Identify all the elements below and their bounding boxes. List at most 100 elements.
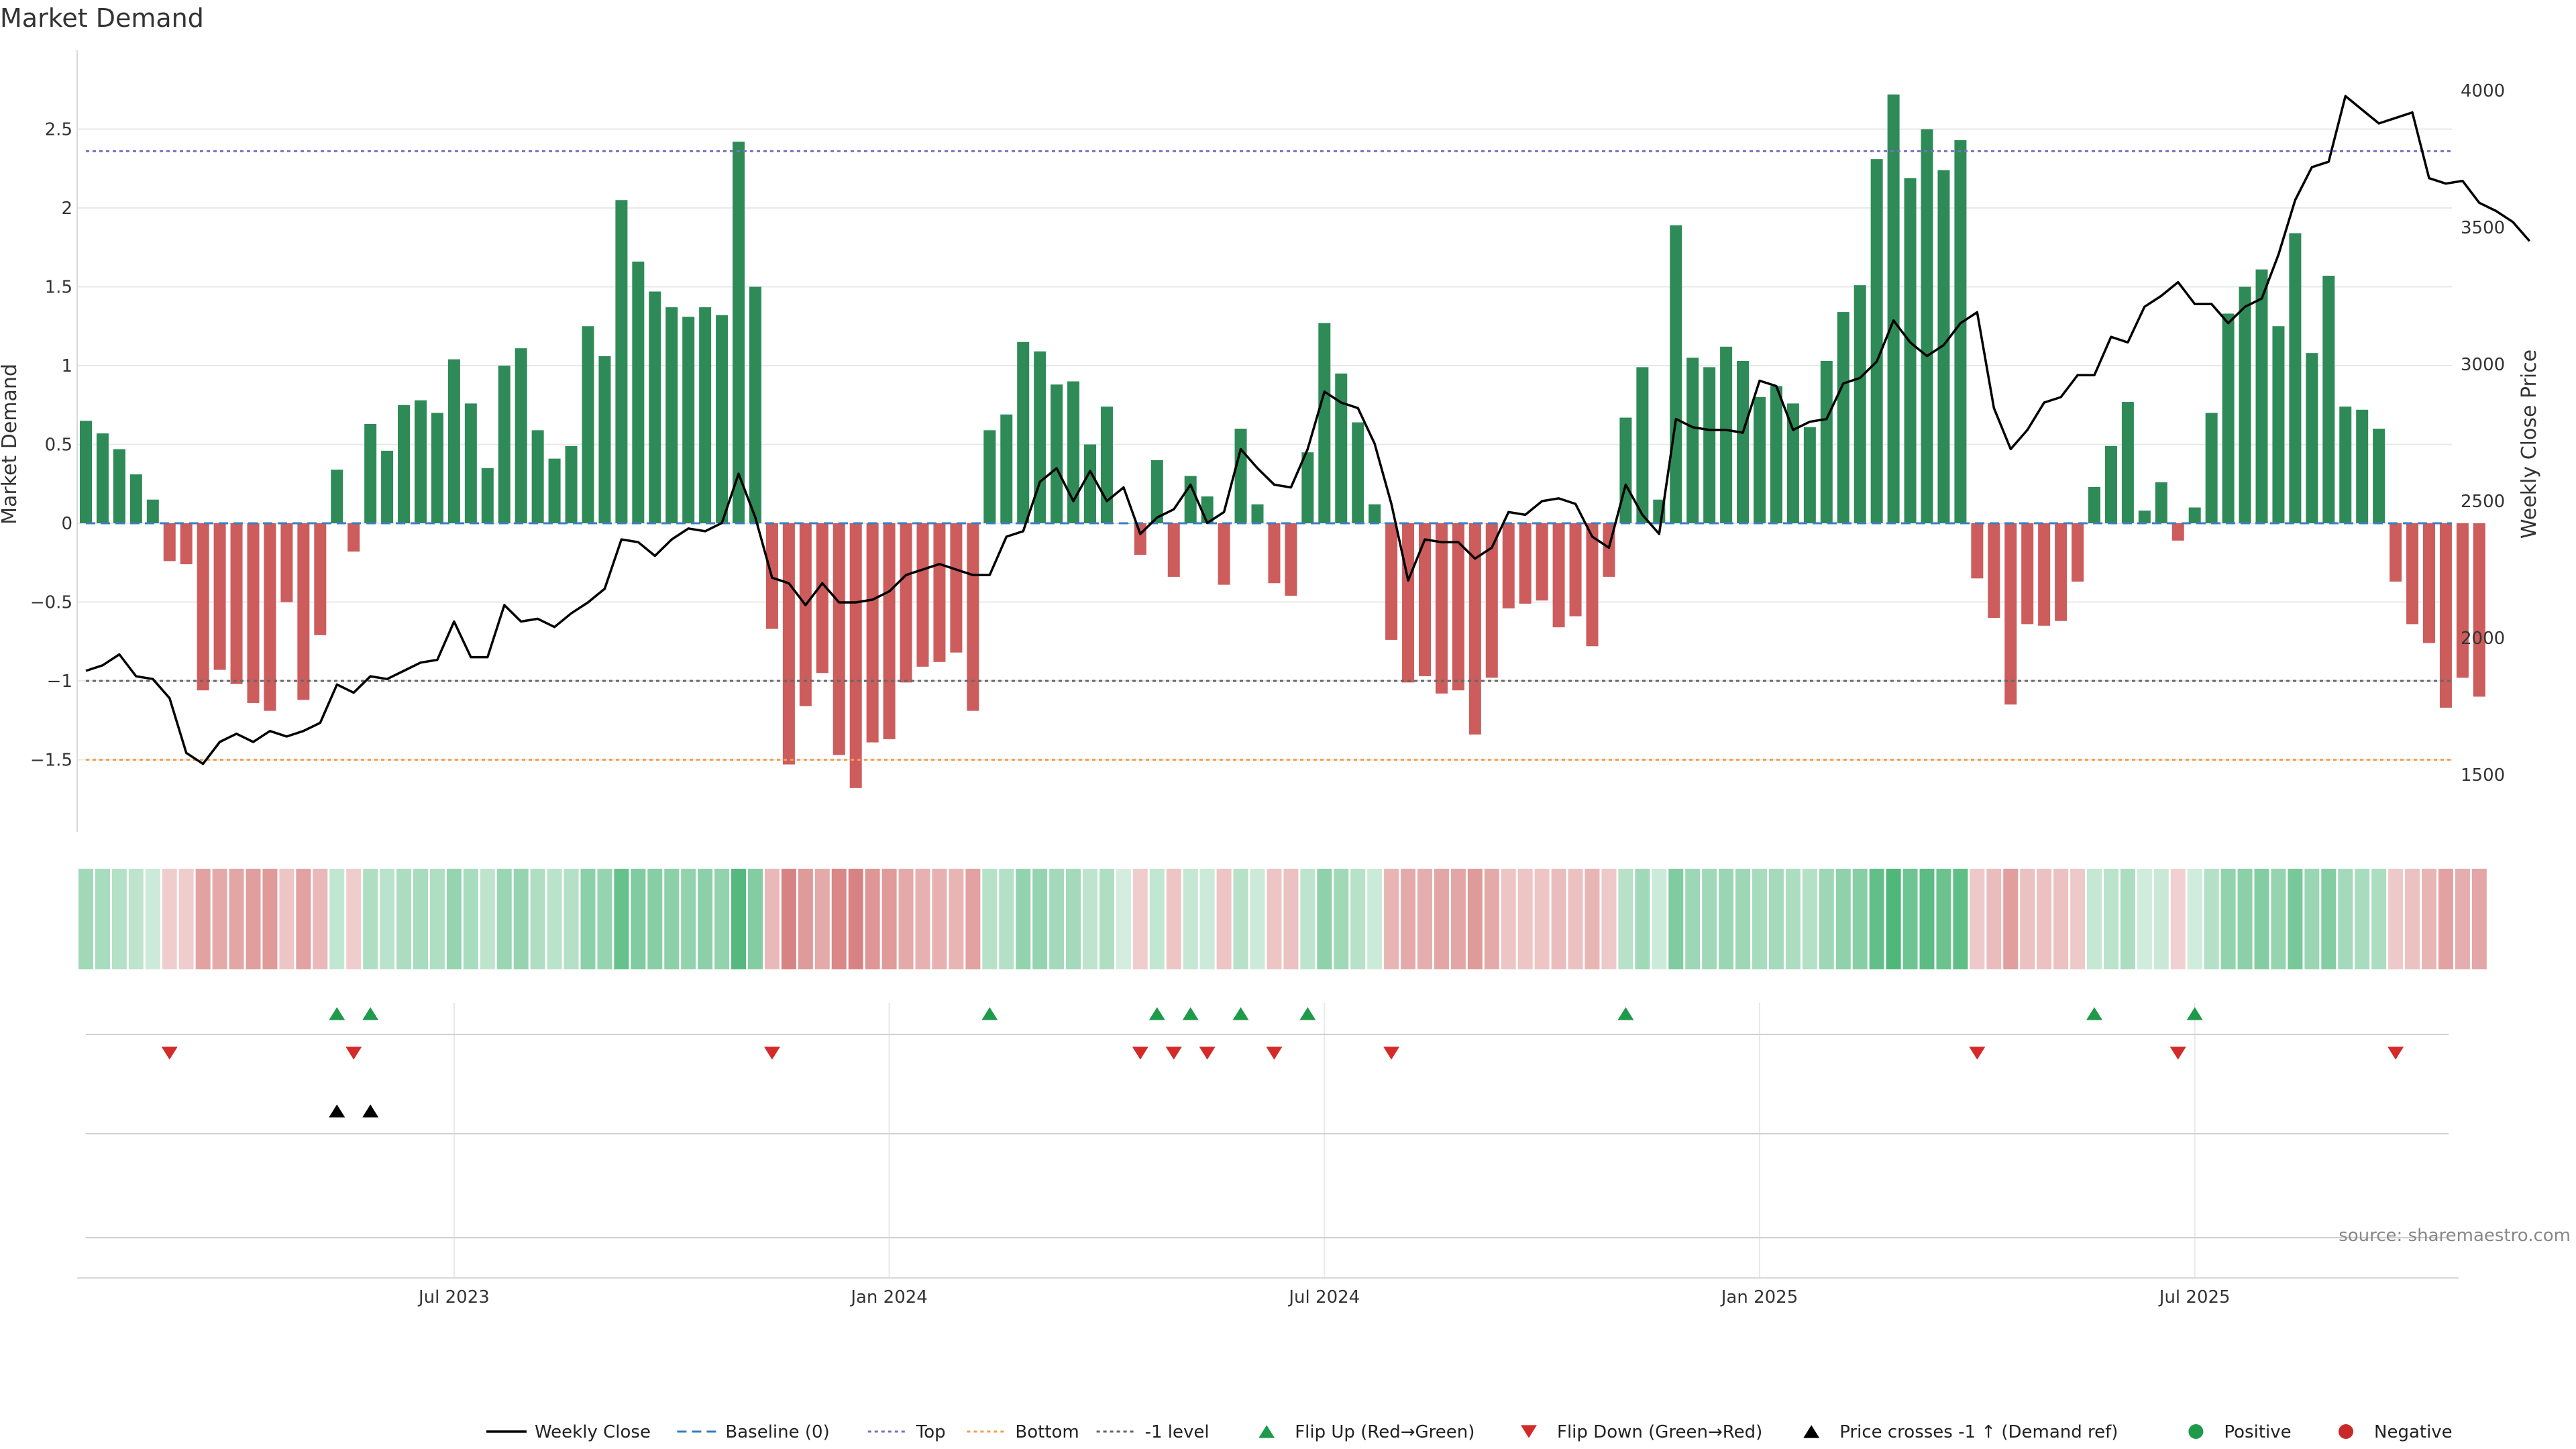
flip-down-marker: [1383, 1046, 1400, 1060]
flip-down-marker: [161, 1046, 178, 1060]
legend-label: Baseline (0): [725, 1422, 829, 1442]
grid-layer: [77, 128, 2452, 1278]
heat-cell: [814, 869, 830, 969]
heat-cell: [396, 869, 412, 969]
heat-cell: [1902, 869, 1918, 969]
heat-cell: [95, 869, 110, 969]
y-tick-label: 2: [61, 199, 72, 219]
demand-bar: [883, 523, 896, 739]
y2-tick-label: 2500: [2461, 492, 2505, 512]
y-tick-label: −0.5: [30, 593, 72, 613]
demand-bar: [2222, 313, 2235, 523]
heat-cell: [2053, 869, 2069, 969]
flip-down-marker: [1199, 1046, 1216, 1060]
flip-down-marker: [1165, 1046, 1182, 1060]
legend-label: Weekly Close: [535, 1422, 651, 1442]
demand-bar: [415, 400, 427, 523]
heat-cell: [212, 869, 227, 969]
y-tick-label: −1: [47, 672, 72, 692]
legend-item: Price crosses -1 ↑ (Demand ref): [1803, 1422, 2118, 1442]
demand-bar: [1552, 523, 1565, 628]
demand-bar: [682, 317, 695, 523]
heat-cell: [848, 869, 863, 969]
heat-cell: [229, 869, 244, 969]
heat-cell: [915, 869, 930, 969]
y2-tick-label: 1500: [2461, 765, 2505, 786]
heat-cell: [1685, 869, 1701, 969]
heat-cell: [881, 869, 897, 969]
legend-label: Top: [916, 1422, 946, 1442]
heat-cell: [1886, 869, 1901, 969]
flip-down-marker: [345, 1046, 362, 1060]
legend-item: Positive: [2188, 1422, 2292, 1442]
demand-bar: [1586, 523, 1599, 647]
demand-bar: [615, 200, 628, 523]
heat-cell: [999, 869, 1014, 969]
legend-label: Positive: [2224, 1422, 2291, 1442]
heat-cell: [2204, 869, 2219, 969]
demand-bar: [1468, 523, 1481, 735]
heat-cell: [1350, 869, 1366, 969]
heat-cell: [2137, 869, 2152, 969]
y-tick-label: 0: [61, 514, 72, 534]
demand-bar: [1352, 422, 1364, 523]
demand-bar: [80, 421, 92, 523]
heat-cell: [2471, 869, 2487, 969]
demand-bar: [632, 261, 645, 523]
demand-bar: [548, 458, 561, 523]
heat-cell: [1132, 869, 1148, 969]
heat-cell: [1401, 869, 1416, 969]
demand-bar: [2473, 523, 2485, 697]
heat-cell: [1852, 869, 1868, 969]
demand-bar: [1368, 504, 1381, 523]
heat-cell: [2422, 869, 2436, 969]
demand-bar: [2038, 523, 2051, 626]
y-tick-label: −1.5: [30, 751, 72, 771]
demand-bar: [1786, 403, 1799, 523]
legend-label: Bottom: [1015, 1422, 1079, 1442]
heat-cell: [1768, 869, 1784, 969]
demand-bar: [364, 423, 377, 523]
legend-item: -1 level: [1096, 1422, 1210, 1442]
heat-cell: [1819, 869, 1834, 969]
demand-bar: [2004, 523, 2017, 705]
heat-cell: [1919, 869, 1935, 969]
demand-bar: [1067, 381, 1080, 523]
demand-bar: [447, 359, 460, 523]
heat-cell: [1367, 869, 1383, 969]
demand-bar: [2188, 507, 2201, 523]
demand-bar: [431, 413, 443, 523]
demand-bar: [1452, 523, 1464, 691]
y-tick-label: 1.5: [45, 278, 72, 298]
flip-up-marker: [329, 1007, 345, 1020]
demand-bar: [1251, 504, 1264, 523]
heat-cell: [1116, 869, 1131, 969]
heat-cell: [580, 869, 596, 969]
legend-item: Weekly Close: [486, 1422, 651, 1442]
demand-bar: [213, 523, 226, 670]
demand-bar: [2272, 326, 2285, 523]
demand-bar: [1988, 523, 2000, 618]
demand-bar: [1100, 407, 1113, 523]
heat-cell: [262, 869, 278, 969]
demand-bar: [2055, 523, 2068, 621]
heat-cell: [1317, 869, 1332, 969]
heat-cell: [2220, 869, 2236, 969]
reference-lines: [86, 150, 2452, 761]
heat-cell: [1199, 869, 1215, 969]
demand-bar: [1536, 523, 1548, 601]
heat-cell: [1216, 869, 1232, 969]
demand-bar: [129, 474, 142, 523]
heat-cell: [1049, 869, 1065, 969]
heat-cell: [1434, 869, 1449, 969]
demand-bar: [1000, 414, 1013, 523]
heat-cell: [1752, 869, 1767, 969]
legend-item: Flip Down (Green→Red): [1521, 1422, 1762, 1442]
heat-cell: [2271, 869, 2286, 969]
heat-cell: [1986, 869, 2002, 969]
legend-label: Negative: [2374, 1422, 2453, 1442]
heat-cell: [681, 869, 696, 969]
demand-bar: [665, 307, 678, 523]
demand-bar: [1820, 360, 1833, 523]
heat-cell: [2153, 869, 2169, 969]
